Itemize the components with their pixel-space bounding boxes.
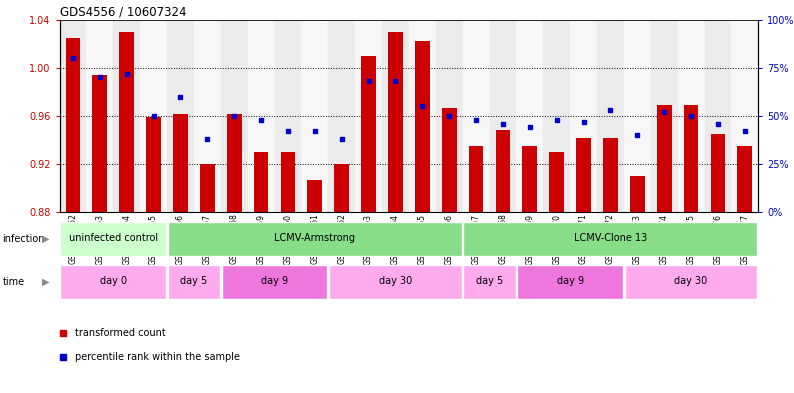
Bar (146, 117, 161, 212)
Bar (222, 265, 327, 299)
Bar (597, 20, 624, 212)
Bar (731, 20, 758, 212)
Text: uninfected control: uninfected control (69, 233, 158, 243)
Bar (630, 176, 645, 212)
Bar (221, 20, 248, 212)
Text: LCMV-Clone 13: LCMV-Clone 13 (574, 233, 647, 243)
Bar (468, 146, 484, 212)
Text: transformed count: transformed count (75, 328, 166, 338)
Text: day 9: day 9 (557, 276, 584, 286)
Bar (168, 222, 462, 255)
Bar (415, 41, 430, 212)
Bar (60, 222, 166, 255)
Bar (168, 265, 220, 299)
Text: ▶: ▶ (41, 234, 49, 244)
Bar (254, 152, 268, 212)
Bar (388, 32, 403, 212)
Bar (677, 20, 704, 212)
Text: day 5: day 5 (180, 276, 207, 286)
Bar (361, 56, 376, 212)
Bar (66, 38, 80, 212)
Bar (167, 20, 194, 212)
Text: percentile rank within the sample: percentile rank within the sample (75, 352, 241, 362)
Text: time: time (2, 277, 25, 287)
Bar (328, 20, 355, 212)
Bar (280, 152, 295, 212)
Bar (522, 146, 538, 212)
Bar (516, 20, 543, 212)
Bar (173, 114, 188, 212)
Bar (227, 114, 241, 212)
Bar (624, 20, 651, 212)
Text: day 30: day 30 (674, 276, 707, 286)
Bar (87, 20, 114, 212)
Bar (651, 20, 677, 212)
Bar (704, 20, 731, 212)
Bar (248, 20, 275, 212)
Text: infection: infection (2, 234, 45, 244)
Bar (625, 265, 757, 299)
Text: day 9: day 9 (261, 276, 288, 286)
Bar (441, 108, 457, 212)
Bar (60, 265, 166, 299)
Bar (543, 20, 570, 212)
Text: LCMV-Armstrong: LCMV-Armstrong (275, 233, 356, 243)
Bar (464, 222, 757, 255)
Bar (517, 265, 623, 299)
Text: day 0: day 0 (100, 276, 127, 286)
Bar (141, 20, 167, 212)
Bar (119, 32, 134, 212)
Bar (307, 180, 322, 212)
Bar (738, 146, 752, 212)
Bar (114, 20, 141, 212)
Bar (409, 20, 436, 212)
Text: GDS4556 / 10607324: GDS4556 / 10607324 (60, 6, 186, 18)
Bar (603, 138, 618, 212)
Text: day 5: day 5 (476, 276, 503, 286)
Bar (463, 20, 490, 212)
Bar (302, 20, 328, 212)
Bar (711, 134, 726, 212)
Bar (382, 20, 409, 212)
Bar (200, 164, 214, 212)
Bar (549, 152, 564, 212)
Bar (657, 105, 672, 212)
Bar (194, 20, 221, 212)
Bar (329, 265, 462, 299)
Bar (495, 130, 511, 212)
Bar (684, 105, 699, 212)
Bar (570, 20, 597, 212)
Bar (92, 75, 107, 212)
Bar (576, 138, 591, 212)
Bar (464, 265, 515, 299)
Text: day 30: day 30 (379, 276, 412, 286)
Bar (355, 20, 382, 212)
Bar (334, 164, 349, 212)
Text: ▶: ▶ (41, 277, 49, 287)
Bar (490, 20, 516, 212)
Bar (436, 20, 463, 212)
Bar (275, 20, 302, 212)
Bar (60, 20, 87, 212)
